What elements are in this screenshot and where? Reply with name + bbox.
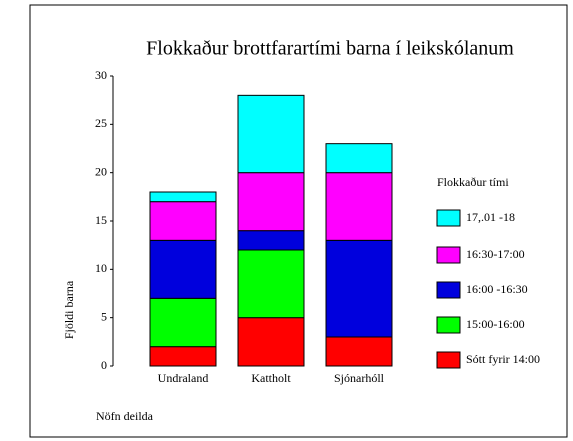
- x-axis-label: Nöfn deilda: [96, 409, 154, 423]
- bar-segment: [149, 191, 217, 203]
- bar-segment: [149, 201, 217, 241]
- y-tick-label: 20: [95, 164, 107, 178]
- legend-swatch: [436, 246, 461, 264]
- y-axis-label: Fjöldi barna: [62, 280, 76, 339]
- legend-label: 15:00-16:00: [466, 317, 525, 331]
- x-tick-label: Undraland: [158, 371, 209, 385]
- x-tick-label: Kattholt: [251, 371, 291, 385]
- bar-segment: [237, 94, 305, 174]
- bar-segment: [325, 239, 393, 338]
- bar-segment: [149, 297, 217, 348]
- y-tick-label: 30: [95, 68, 107, 82]
- legend-label: 17,.01 -18: [466, 210, 515, 224]
- legend-swatch: [436, 209, 461, 227]
- bar-segment: [325, 336, 393, 367]
- bar-segment: [149, 346, 217, 367]
- legend-label: 16:00 -16:30: [466, 282, 528, 296]
- y-tick-label: 25: [95, 116, 107, 130]
- bar-segment: [149, 239, 217, 299]
- legend-swatch: [436, 316, 461, 334]
- legend-label: 16:30-17:00: [466, 247, 525, 261]
- legend-title: Flokkaður tími: [437, 175, 509, 189]
- bar-segment: [325, 172, 393, 241]
- y-tick-label: 5: [101, 309, 107, 323]
- bar-segment: [237, 249, 305, 319]
- bar-segment: [237, 317, 305, 367]
- legend-swatch: [436, 351, 461, 369]
- y-tick-label: 10: [95, 261, 107, 275]
- legend-swatch: [436, 281, 461, 299]
- chart-title: Flokkaður brottfarartími barna í leikskó…: [146, 38, 514, 60]
- bar-segment: [237, 230, 305, 251]
- bar-segment: [325, 143, 393, 174]
- y-tick-label: 0: [101, 358, 107, 372]
- bar-segment: [237, 172, 305, 232]
- y-tick-label: 15: [95, 213, 107, 227]
- legend-label: Sótt fyrir 14:00: [466, 352, 540, 366]
- x-tick-label: Sjónarhóll: [334, 371, 385, 385]
